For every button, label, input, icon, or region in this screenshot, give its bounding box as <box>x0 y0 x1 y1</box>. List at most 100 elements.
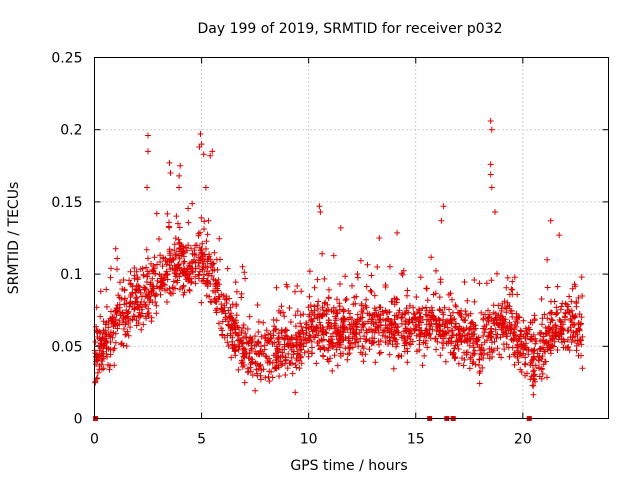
data-point <box>364 261 371 268</box>
data-point <box>131 313 138 320</box>
data-point <box>127 268 134 275</box>
data-point <box>205 217 212 224</box>
data-point <box>270 332 277 339</box>
data-point <box>518 331 525 338</box>
data-point <box>164 210 171 217</box>
data-point <box>471 277 478 283</box>
data-point <box>282 357 289 364</box>
data-point <box>558 319 565 326</box>
data-point <box>105 324 112 331</box>
data-point <box>316 314 323 321</box>
data-point <box>153 310 160 317</box>
data-point <box>320 331 327 338</box>
data-point <box>198 214 205 221</box>
data-point <box>514 355 521 361</box>
data-point <box>143 264 150 271</box>
data-point <box>111 362 118 369</box>
data-point <box>270 316 277 323</box>
data-point <box>446 306 453 313</box>
data-point <box>509 278 516 285</box>
data-point <box>97 288 104 295</box>
data-point <box>466 342 473 349</box>
data-point <box>124 313 131 320</box>
data-point <box>393 312 400 319</box>
data-point <box>375 326 382 332</box>
data-point <box>494 345 501 352</box>
data-point <box>359 310 366 316</box>
data-point <box>356 318 363 325</box>
data-point <box>512 318 519 325</box>
data-point <box>554 309 561 316</box>
data-point <box>140 271 147 278</box>
data-point <box>208 299 215 306</box>
data-point <box>305 304 312 311</box>
data-point <box>100 318 107 325</box>
data-point <box>408 330 415 337</box>
data-point <box>298 323 305 330</box>
data-point <box>176 286 183 293</box>
data-point <box>173 213 180 220</box>
data-point <box>576 311 583 317</box>
data-point <box>216 235 223 242</box>
data-point <box>288 354 295 361</box>
data-point <box>149 299 156 306</box>
data-point <box>173 271 180 278</box>
data-point <box>145 305 152 312</box>
data-point <box>464 331 471 338</box>
data-point <box>319 250 326 257</box>
data-point <box>114 325 121 332</box>
data-point <box>508 286 515 293</box>
data-point <box>272 357 279 363</box>
data-point <box>510 351 517 358</box>
data-point <box>372 319 379 326</box>
data-point <box>541 311 548 318</box>
data-point <box>185 219 192 226</box>
data-point <box>174 262 181 268</box>
data-point <box>241 379 248 386</box>
data-point <box>121 326 127 332</box>
data-point <box>120 342 127 349</box>
data-point <box>310 334 317 341</box>
data-point <box>273 284 280 291</box>
data-point <box>559 325 566 332</box>
data-point <box>476 380 483 387</box>
data-point <box>578 274 585 281</box>
data-point <box>458 339 465 346</box>
data-point <box>168 290 175 297</box>
data-point <box>306 268 313 275</box>
data-point <box>407 336 414 343</box>
data-point <box>490 309 497 316</box>
data-point <box>311 315 317 322</box>
data-point <box>439 345 446 351</box>
data-point <box>123 300 130 307</box>
data-point <box>154 277 161 284</box>
data-point <box>134 304 141 311</box>
data-point <box>112 316 119 323</box>
data-point <box>254 302 261 308</box>
data-point <box>398 320 405 327</box>
data-point <box>436 306 443 313</box>
data-point <box>320 353 327 360</box>
data-point <box>529 382 536 389</box>
data-point <box>362 338 369 345</box>
data-point <box>112 245 119 252</box>
data-point <box>356 329 363 336</box>
data-point <box>421 352 428 359</box>
data-point <box>94 328 101 335</box>
data-point <box>546 332 553 339</box>
data-point <box>462 308 469 315</box>
data-point <box>492 209 498 215</box>
data-point <box>334 310 341 317</box>
data-point <box>357 314 364 321</box>
data-point <box>357 257 364 264</box>
data-point <box>575 320 582 327</box>
data-point <box>203 238 210 245</box>
data-point <box>106 366 113 373</box>
data-point <box>156 285 163 292</box>
data-point <box>264 339 271 346</box>
data-point <box>309 344 315 351</box>
data-point <box>549 336 556 342</box>
x-tick-label: 10 <box>300 432 318 448</box>
data-point <box>395 353 402 360</box>
data-point <box>98 336 105 343</box>
